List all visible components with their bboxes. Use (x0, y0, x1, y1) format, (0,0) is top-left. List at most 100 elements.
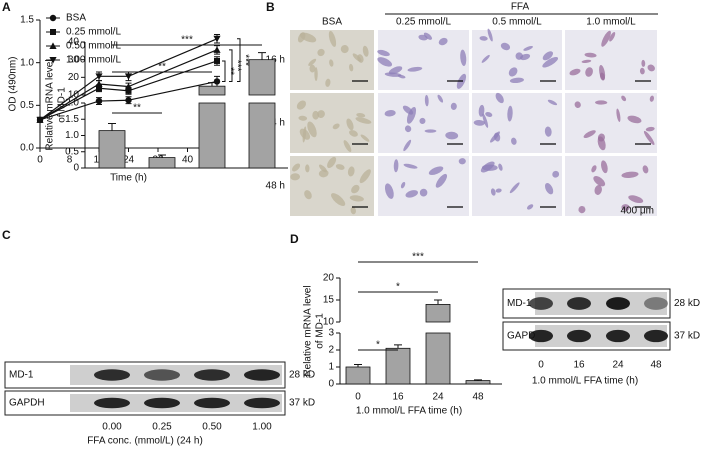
cell (597, 133, 605, 142)
cell (460, 49, 467, 67)
marker (214, 57, 220, 64)
cell (445, 131, 459, 140)
marker (49, 42, 57, 49)
y-tick-label: 1.5 (65, 114, 79, 125)
legend-label: 0.25 mmol/L (66, 27, 121, 38)
cell (642, 165, 649, 174)
y-axis-title: Relative mRNA level (45, 59, 56, 150)
cell (487, 28, 493, 42)
cell (482, 113, 489, 128)
band (194, 397, 230, 409)
cell (526, 204, 534, 210)
band (194, 369, 230, 381)
cell (639, 67, 645, 75)
cell (485, 111, 493, 117)
cell (384, 183, 394, 199)
y-tick-label: 15 (323, 295, 335, 306)
cell (595, 100, 608, 105)
cell (601, 30, 611, 47)
legend-marker (49, 14, 57, 22)
line (39, 60, 218, 121)
band (644, 297, 668, 310)
cell (384, 110, 396, 117)
y-tick-label: 0.0 (20, 143, 34, 154)
cell (360, 134, 370, 142)
error-bar (258, 52, 266, 60)
cell (314, 67, 318, 82)
cell (542, 51, 553, 61)
cell (552, 170, 560, 178)
size-label: 37 kD (674, 331, 700, 342)
cell (616, 108, 621, 122)
size-label: 28 kD (674, 298, 700, 309)
line (39, 49, 218, 121)
sig-label: *** (181, 35, 193, 46)
cell (312, 110, 319, 120)
protein-label: MD-1 (507, 298, 532, 309)
cell (601, 160, 608, 174)
cell (340, 45, 349, 54)
cell (585, 67, 593, 77)
cell (423, 32, 433, 40)
cell (438, 37, 448, 46)
sig-label: ** (224, 67, 235, 75)
marker (50, 29, 56, 35)
cell (349, 130, 358, 137)
band-strip (535, 325, 667, 347)
cell (405, 190, 418, 198)
marker (213, 78, 221, 85)
cell (331, 193, 346, 206)
error-bar (108, 122, 116, 131)
cell (574, 101, 581, 109)
bar (345, 366, 371, 385)
sig-label: *** (412, 252, 424, 263)
x-tick-label: 1.00 (252, 422, 272, 433)
cell (305, 164, 310, 173)
band (567, 329, 591, 343)
x-tick-label: 8 (67, 155, 73, 166)
y-tick-label: 20 (323, 273, 335, 284)
panel-label: C (2, 228, 11, 242)
marker (36, 116, 44, 124)
band (567, 297, 591, 310)
cell (335, 164, 345, 170)
x-tick-label: 0.25 (152, 422, 172, 433)
cell (325, 78, 331, 87)
cell (359, 169, 371, 184)
cell (402, 105, 414, 115)
legend-marker (49, 42, 57, 49)
cell (349, 195, 364, 202)
cell (649, 95, 655, 102)
cell (594, 185, 602, 195)
x-tick-label: 16 (392, 392, 404, 403)
cell (641, 59, 646, 67)
cell (508, 67, 518, 77)
cell (419, 117, 426, 124)
cell (627, 115, 642, 124)
sig-label: ** (158, 62, 166, 73)
cell (500, 42, 511, 51)
legend-label: BSA (66, 13, 86, 24)
protein-label: GAPDH (507, 331, 543, 342)
row-label: 48 h (266, 181, 285, 192)
cell (406, 106, 417, 124)
cell (299, 128, 311, 140)
cell (435, 173, 448, 188)
panel-label: A (2, 0, 11, 14)
cell (307, 121, 317, 138)
cell (490, 131, 500, 143)
cell (400, 181, 406, 189)
cell (547, 99, 558, 106)
bar (425, 332, 451, 385)
cell (599, 72, 605, 81)
x-tick-label: 0.50 (202, 422, 222, 433)
cell (355, 117, 372, 124)
sig-bracket (222, 60, 226, 82)
cell (591, 165, 597, 173)
micrograph (378, 156, 469, 216)
size-label: 37 kD (289, 398, 315, 409)
marker (213, 35, 221, 43)
cell (350, 206, 356, 215)
cell (481, 54, 490, 63)
bar-upper (248, 59, 276, 96)
